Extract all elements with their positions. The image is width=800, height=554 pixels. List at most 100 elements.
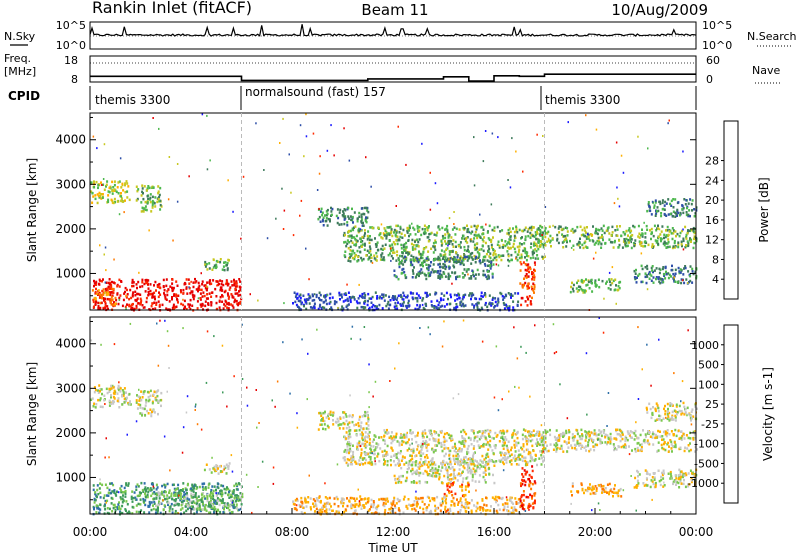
speckle-cell bbox=[103, 143, 106, 146]
data-cell bbox=[173, 504, 176, 507]
data-cell bbox=[104, 297, 106, 301]
data-cell bbox=[422, 297, 425, 300]
data-cell bbox=[406, 294, 409, 297]
speckle-cell bbox=[104, 291, 106, 294]
data-cell bbox=[346, 239, 349, 242]
data-cell bbox=[215, 265, 218, 269]
data-cell bbox=[531, 438, 534, 442]
data-cell bbox=[107, 285, 110, 289]
data-cell bbox=[424, 459, 427, 463]
data-cell bbox=[587, 279, 590, 282]
data-cell bbox=[548, 239, 550, 242]
data-cell bbox=[671, 237, 674, 241]
data-cell bbox=[528, 432, 531, 435]
data-cell bbox=[180, 500, 183, 504]
data-cell bbox=[685, 213, 688, 217]
data-cell bbox=[349, 256, 352, 259]
data-cell bbox=[418, 229, 421, 232]
data-cell bbox=[200, 498, 203, 502]
data-cell bbox=[580, 280, 583, 283]
colorbar-tick-label: 28 bbox=[705, 155, 719, 168]
data-cell bbox=[566, 230, 569, 233]
data-cell bbox=[415, 472, 418, 476]
data-cell bbox=[359, 463, 361, 466]
data-cell bbox=[357, 227, 360, 231]
data-cell bbox=[385, 237, 388, 240]
data-cell bbox=[339, 416, 342, 419]
data-cell bbox=[352, 226, 355, 229]
data-cell bbox=[470, 277, 473, 280]
data-cell bbox=[435, 305, 438, 309]
data-cell bbox=[413, 481, 415, 484]
data-cell bbox=[363, 234, 366, 237]
data-cell bbox=[129, 305, 132, 308]
data-cell bbox=[156, 493, 158, 496]
data-cell bbox=[156, 505, 159, 508]
data-cell bbox=[349, 300, 352, 304]
data-cell bbox=[509, 230, 512, 234]
data-cell bbox=[340, 308, 343, 311]
data-cell bbox=[348, 458, 351, 462]
data-cell bbox=[162, 508, 165, 512]
data-cell bbox=[438, 276, 441, 279]
data-cell bbox=[215, 494, 218, 497]
data-cell bbox=[386, 463, 389, 467]
data-cell bbox=[517, 250, 520, 253]
data-cell bbox=[678, 270, 681, 273]
data-cell bbox=[689, 214, 691, 218]
data-cell bbox=[458, 297, 461, 300]
data-cell bbox=[234, 285, 237, 288]
data-cell bbox=[128, 392, 131, 396]
data-cell bbox=[524, 429, 527, 432]
data-cell bbox=[135, 306, 138, 310]
data-cell bbox=[124, 508, 127, 511]
data-cell bbox=[119, 294, 122, 297]
data-cell bbox=[412, 480, 415, 483]
data-cell bbox=[460, 304, 463, 308]
data-cell bbox=[423, 232, 426, 236]
data-cell bbox=[459, 301, 462, 304]
data-cell bbox=[632, 224, 635, 228]
data-cell bbox=[663, 274, 666, 277]
data-cell bbox=[392, 248, 395, 252]
data-cell bbox=[481, 260, 484, 263]
data-cell bbox=[456, 305, 459, 309]
data-cell bbox=[97, 186, 99, 190]
data-cell bbox=[405, 306, 408, 309]
data-cell bbox=[530, 285, 533, 289]
data-cell bbox=[391, 439, 394, 443]
data-cell bbox=[549, 241, 552, 244]
data-cell bbox=[523, 450, 526, 453]
data-cell bbox=[689, 279, 692, 283]
data-cell bbox=[526, 461, 529, 464]
data-cell bbox=[537, 241, 540, 244]
data-cell bbox=[357, 229, 360, 232]
data-cell bbox=[494, 300, 497, 304]
data-cell bbox=[338, 293, 341, 297]
data-cell bbox=[145, 398, 148, 402]
data-cell bbox=[435, 474, 438, 478]
data-cell bbox=[440, 240, 443, 243]
data-cell bbox=[376, 455, 379, 458]
data-cell bbox=[509, 235, 512, 239]
speckle-cell bbox=[206, 285, 208, 288]
data-cell bbox=[186, 491, 188, 495]
data-cell bbox=[469, 457, 472, 460]
data-cell bbox=[556, 233, 559, 237]
data-cell bbox=[394, 275, 397, 278]
data-cell bbox=[549, 234, 552, 238]
data-cell bbox=[454, 442, 456, 446]
data-cell bbox=[325, 302, 328, 306]
data-cell bbox=[512, 511, 515, 514]
data-cell bbox=[456, 479, 459, 482]
data-cell bbox=[601, 234, 603, 237]
data-cell bbox=[409, 458, 412, 462]
data-cell bbox=[97, 307, 100, 310]
data-cell bbox=[430, 300, 433, 303]
data-cell bbox=[367, 292, 370, 296]
data-cell bbox=[233, 496, 236, 500]
data-cell bbox=[352, 453, 354, 457]
data-cell bbox=[240, 503, 243, 506]
data-cell bbox=[492, 296, 494, 300]
data-cell bbox=[414, 233, 417, 236]
